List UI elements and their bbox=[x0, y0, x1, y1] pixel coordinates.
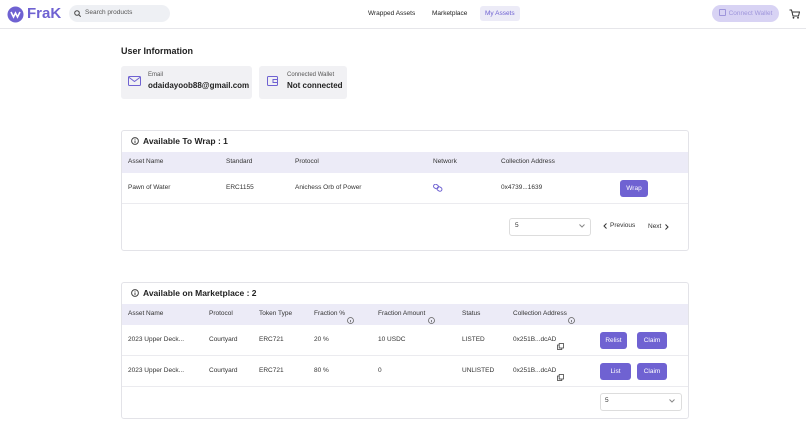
column-header: Standard bbox=[226, 158, 253, 165]
copy-icon bbox=[557, 368, 564, 381]
cell: 10 USDC bbox=[378, 336, 406, 343]
wrap-panel bbox=[121, 130, 689, 251]
cell: 20 % bbox=[314, 336, 329, 343]
info-icon bbox=[428, 311, 435, 324]
wallet-value: Not connected bbox=[287, 81, 343, 90]
email-card bbox=[121, 66, 252, 99]
relist-button[interactable]: Relist bbox=[600, 332, 627, 349]
page-size-select[interactable] bbox=[600, 393, 682, 411]
page-size-value: 5 bbox=[515, 222, 519, 229]
cell: 2023 Upper Deck... bbox=[128, 367, 185, 374]
column-header: Protocol bbox=[209, 310, 233, 317]
info-icon bbox=[347, 311, 354, 324]
chevron-down bbox=[669, 399, 675, 403]
previous-button[interactable]: Previous bbox=[610, 222, 636, 229]
column-header: Network bbox=[433, 158, 457, 165]
page-size-value: 5 bbox=[605, 397, 609, 404]
cell: ERC1155 bbox=[226, 184, 254, 191]
panel-title: Available on Marketplace : 2 bbox=[143, 288, 257, 298]
info-icon bbox=[131, 137, 139, 145]
email-value: odaidayoob88@gmail.com bbox=[148, 81, 250, 90]
chevron-left bbox=[603, 223, 607, 229]
column-header: Collection Address bbox=[501, 158, 555, 165]
claim-button[interactable]: Claim bbox=[637, 363, 667, 380]
row-divider bbox=[122, 355, 688, 356]
page-size-select[interactable] bbox=[509, 218, 591, 236]
mail-icon bbox=[128, 76, 141, 86]
next-button[interactable]: Next bbox=[648, 223, 662, 230]
column-header: Fraction % bbox=[314, 310, 346, 317]
column-header: Token Type bbox=[259, 310, 293, 317]
cell: Pawn of Water bbox=[128, 184, 171, 191]
link-icon bbox=[433, 184, 443, 192]
nav-link[interactable]: Wrapped Assets bbox=[368, 10, 416, 17]
email-label: Email bbox=[148, 72, 164, 78]
table-header bbox=[122, 304, 688, 325]
chevron-down bbox=[579, 224, 585, 228]
cell: 0x251B...dcAD bbox=[513, 367, 557, 374]
column-header: Asset Name bbox=[128, 158, 164, 165]
list-button[interactable]: List bbox=[600, 363, 631, 380]
cell: 0 bbox=[378, 367, 382, 374]
logo: FraK bbox=[27, 5, 62, 22]
column-header: Protocol bbox=[295, 158, 319, 165]
cell: Courtyard bbox=[209, 367, 238, 374]
column-header: Asset Name bbox=[128, 310, 164, 317]
search-placeholder: Search products bbox=[85, 9, 133, 16]
cell: UNLISTED bbox=[462, 367, 495, 374]
cell: LISTED bbox=[462, 336, 485, 343]
connect-wallet-label: Connect Wallet bbox=[728, 10, 773, 17]
nav-link[interactable]: Marketplace bbox=[432, 10, 468, 17]
copy-icon bbox=[557, 337, 564, 350]
panel-title: Available To Wrap : 1 bbox=[143, 136, 228, 146]
cell: 0x4739...1639 bbox=[501, 184, 543, 191]
cell: ERC721 bbox=[259, 367, 284, 374]
column-header: Fraction Amount bbox=[378, 310, 426, 317]
search-box[interactable] bbox=[69, 5, 170, 22]
row-divider bbox=[122, 203, 688, 204]
cell: 0x251B...dcAD bbox=[513, 336, 557, 343]
top-bar bbox=[0, 0, 806, 29]
wallet-label: Connected Wallet bbox=[287, 72, 335, 78]
nav-link-active[interactable]: My Assets bbox=[480, 6, 520, 21]
logo-icon bbox=[7, 6, 24, 23]
section-title: User Information bbox=[121, 46, 194, 56]
info-icon bbox=[131, 289, 139, 297]
wrap-button[interactable]: Wrap bbox=[620, 180, 648, 197]
chevron-right bbox=[665, 224, 669, 230]
wallet-icon bbox=[267, 76, 278, 86]
column-header: Collection Address bbox=[513, 310, 567, 317]
search-icon bbox=[74, 10, 81, 17]
cell: 80 % bbox=[314, 367, 329, 374]
table-header bbox=[122, 152, 688, 173]
row-divider bbox=[122, 386, 688, 387]
cart-icon[interactable] bbox=[789, 9, 800, 19]
column-header: Status bbox=[462, 310, 481, 317]
claim-button[interactable]: Claim bbox=[637, 332, 667, 349]
cell: 2023 Upper Deck... bbox=[128, 336, 185, 343]
info-icon bbox=[568, 311, 575, 324]
connect-wallet-button[interactable]: Connect Wallet bbox=[712, 5, 779, 22]
cell: ERC721 bbox=[259, 336, 284, 343]
cell: Anichess Orb of Power bbox=[295, 184, 362, 191]
cell: Courtyard bbox=[209, 336, 238, 343]
